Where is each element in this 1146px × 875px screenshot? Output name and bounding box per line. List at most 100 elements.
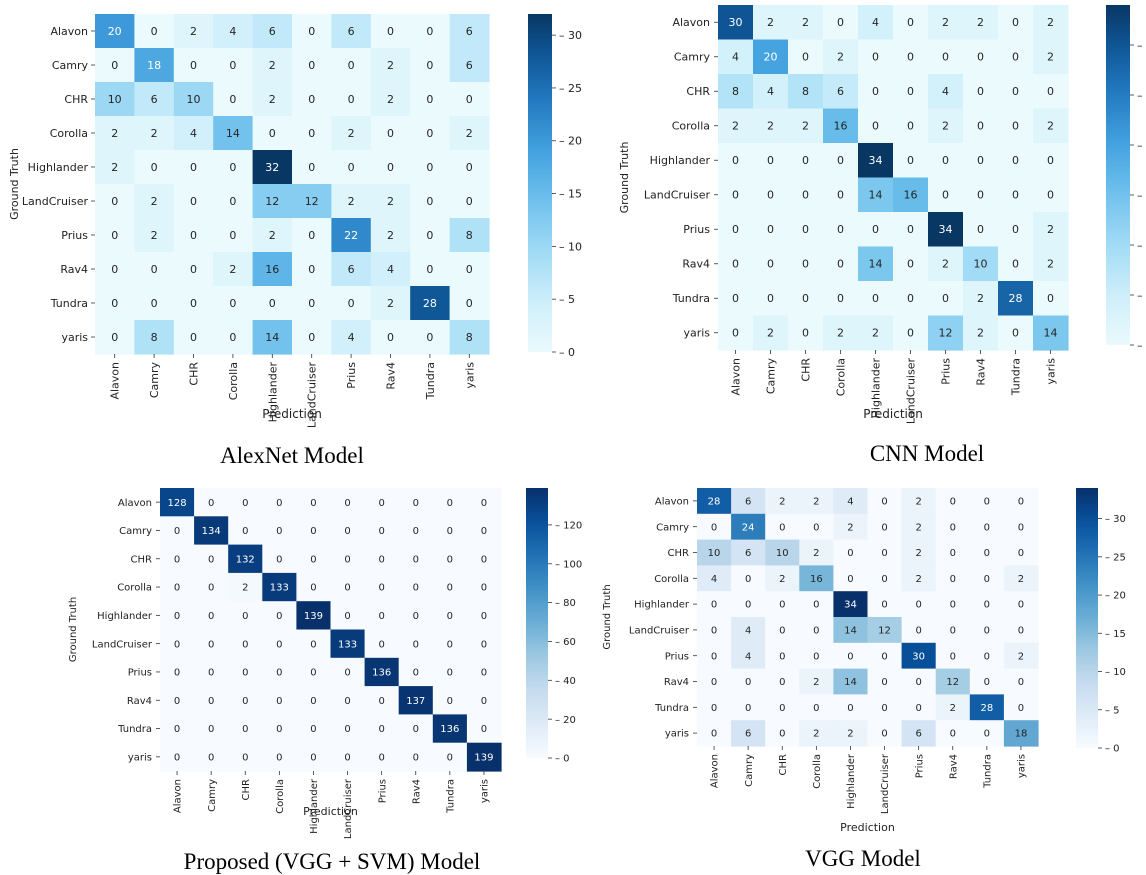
heatmap-cell <box>1003 591 1039 618</box>
cell-value-label: 0 <box>984 626 990 637</box>
heatmap-cell <box>858 281 894 317</box>
heatmap-cell <box>364 686 400 715</box>
heatmap-cell <box>765 513 800 541</box>
heatmap-cell <box>330 601 366 631</box>
heatmap-cell <box>928 212 964 248</box>
cell-value-label: 0 <box>344 696 350 707</box>
cell-value-label: 2 <box>837 327 844 340</box>
cell-value-label: 0 <box>308 25 315 38</box>
cell-value-label: 0 <box>447 752 453 763</box>
cell-value-label: 0 <box>907 223 914 236</box>
cell-value-label: 2 <box>466 127 473 140</box>
heatmap-cell <box>858 246 894 282</box>
heatmap-cell <box>160 572 195 602</box>
heatmap-cell <box>969 617 1005 644</box>
heatmap-cell <box>799 694 834 721</box>
cell-value-label: 8 <box>732 85 739 98</box>
column-tick-label: Highlander <box>846 753 857 809</box>
cell-value-label: 0 <box>447 639 453 650</box>
heatmap-cell <box>1003 642 1039 670</box>
y-axis-label: Ground Truth <box>618 142 631 214</box>
cell-value-label: 0 <box>745 677 751 688</box>
cell-value-label: 0 <box>344 668 350 679</box>
row-tick-label: CHR <box>686 85 710 98</box>
cell-value-label: 0 <box>732 223 739 236</box>
cell-value-label: 30 <box>729 16 743 29</box>
cell-value-label: 0 <box>308 59 315 72</box>
cell-value-label: 0 <box>174 668 180 679</box>
heatmap-cell <box>330 629 366 659</box>
heatmap-cell <box>252 218 293 253</box>
heatmap-cell <box>718 281 754 317</box>
heatmap-cell <box>867 488 903 515</box>
cell-value-label: 4 <box>229 25 236 38</box>
heatmap-cell <box>765 720 800 747</box>
heatmap-cell <box>893 108 929 144</box>
heatmap-cell <box>364 714 400 744</box>
cell-value-label: 0 <box>711 600 717 611</box>
row-tick-label: Prius <box>61 229 88 242</box>
heatmap-cell <box>466 629 502 659</box>
cell-value-label: 0 <box>481 611 487 622</box>
heatmap-cell <box>292 116 332 151</box>
cell-value-label: 0 <box>413 668 419 679</box>
cell-value-label: 2 <box>915 497 921 508</box>
cell-value-label: 0 <box>1012 327 1019 340</box>
cell-value-label: 0 <box>872 120 879 133</box>
heatmap-cell <box>867 591 903 618</box>
heatmap-cell <box>364 544 400 574</box>
heatmap-cell <box>95 252 135 287</box>
cell-value-label: 0 <box>915 600 921 611</box>
cell-value-label: 0 <box>208 752 214 763</box>
cell-value-label: 0 <box>942 292 949 305</box>
heatmap-cell <box>901 513 937 541</box>
heatmap-cell <box>833 617 869 644</box>
cell-value-label: 0 <box>208 639 214 650</box>
heatmap-cell <box>753 177 789 213</box>
cell-value-label: 0 <box>872 51 879 64</box>
heatmap-cell <box>364 657 400 687</box>
heatmap-cell <box>788 212 824 248</box>
row-tick-label: Corolla <box>117 583 152 594</box>
heatmap-cell <box>833 513 869 541</box>
heatmap-cell <box>823 281 859 317</box>
heatmap-cell <box>718 143 754 179</box>
heatmap-cell <box>799 591 834 618</box>
cell-value-label: 4 <box>732 51 739 64</box>
heatmap-cell <box>213 150 254 185</box>
cell-value-label: 0 <box>348 93 355 106</box>
heatmap-cell <box>833 488 869 515</box>
cell-value-label: 0 <box>378 639 384 650</box>
cell-value-label: 0 <box>111 263 118 276</box>
cell-value-label: 2 <box>1047 223 1054 236</box>
model-caption: Proposed (VGG + SVM) Model <box>184 849 481 874</box>
cell-value-label: 0 <box>466 93 473 106</box>
colorbar <box>528 14 552 352</box>
colorbar <box>526 488 548 758</box>
heatmap-cell <box>969 694 1005 721</box>
row-tick-label: Corolla <box>654 574 689 585</box>
heatmap-cell <box>330 516 366 546</box>
heatmap-cell <box>833 591 869 618</box>
cell-value-label: 30 <box>912 651 925 662</box>
x-axis-label: Prediction <box>840 821 895 834</box>
heatmap-cell <box>969 488 1005 515</box>
column-tick-label: Highlander <box>266 362 279 423</box>
column-tick-label: yaris <box>480 779 491 803</box>
heatmap-cell <box>697 720 732 747</box>
cell-value-label: 0 <box>813 703 819 714</box>
cell-value-label: 0 <box>276 724 282 735</box>
cell-value-label: 4 <box>190 127 197 140</box>
heatmap-cell <box>370 286 411 321</box>
heatmap-cell <box>134 252 175 287</box>
cell-value-label: 0 <box>907 16 914 29</box>
heatmap-cell <box>95 286 135 321</box>
column-tick-label: CHR <box>241 779 252 801</box>
heatmap-cell <box>398 601 434 631</box>
cell-value-label: 0 <box>767 258 774 271</box>
column-tick-label: Rav4 <box>948 754 959 779</box>
heatmap-cell <box>765 617 800 644</box>
heatmap-cell <box>963 143 999 179</box>
cell-value-label: 0 <box>229 331 236 344</box>
heatmap-cell <box>370 320 411 355</box>
